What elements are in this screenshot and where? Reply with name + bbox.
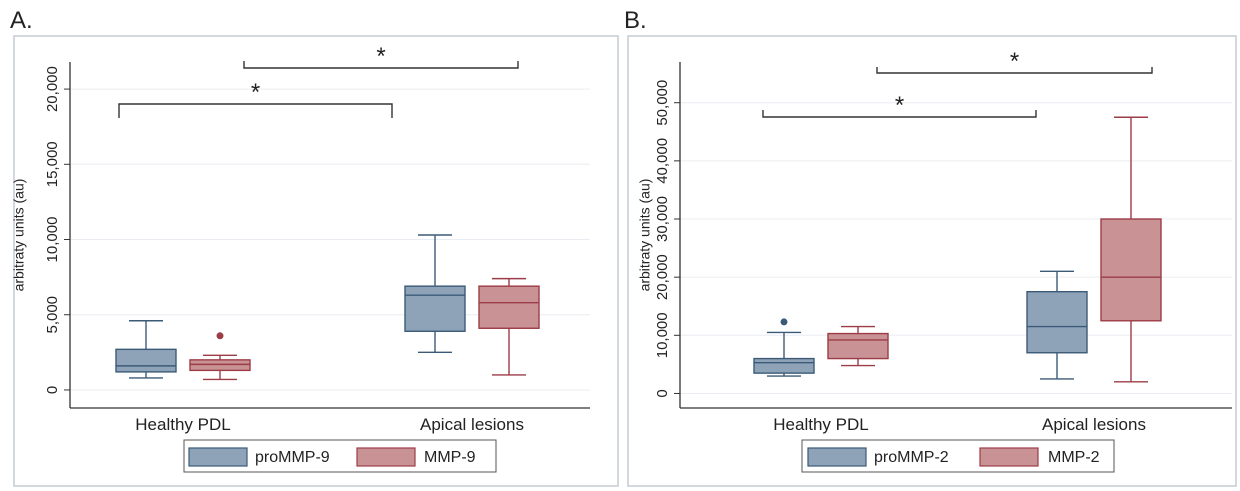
- box-mmp-2: [1100, 116, 1162, 383]
- panel-label: B.: [624, 7, 647, 34]
- legend-label: proMMP-2: [874, 449, 949, 466]
- significance-bracket: [876, 67, 1153, 74]
- y-tick-label: 0: [654, 389, 671, 397]
- box-prommp-2: [753, 318, 815, 377]
- y-tick-label: 10,000: [654, 312, 671, 358]
- significance-star: *: [251, 79, 260, 106]
- iqr-box: [115, 348, 177, 373]
- y-tick-label: 50,000: [654, 80, 671, 126]
- legend-swatch-prommp-9: [188, 447, 248, 467]
- legend-label: MMP-9: [424, 449, 476, 466]
- chart-panel-b: B. 0 10,000 20,000 30,000 40,000 50,000 arbitra…: [624, 7, 1237, 487]
- y-tick-label: 30,000: [654, 196, 671, 242]
- significance-bracket: [762, 110, 1037, 118]
- significance-star: *: [1010, 48, 1019, 75]
- x-category-label: Healthy PDL: [135, 415, 230, 434]
- iqr-box: [478, 285, 540, 329]
- outlier-point: [780, 318, 788, 326]
- y-axis-title: arbitraty units (au): [637, 179, 653, 292]
- legend-label: proMMP-9: [255, 449, 330, 466]
- y-tick-label: 10,000: [44, 217, 61, 263]
- box-prommp-9: [404, 234, 466, 354]
- box-prommp-9: [115, 320, 177, 379]
- chart-panel-a: A. 0 5,000 10,000 15,000 20,000 arbitraty unit…: [10, 7, 619, 487]
- box-mmp-9: [189, 332, 251, 381]
- y-tick-label: 40,000: [654, 138, 671, 184]
- significance-star: *: [376, 43, 385, 70]
- significance-bracket: [118, 103, 393, 118]
- x-category-label: Healthy PDL: [773, 415, 868, 434]
- x-category-label: Apical lesions: [1042, 415, 1146, 434]
- x-category-label: Apical lesions: [420, 415, 524, 434]
- iqr-box: [1026, 290, 1088, 354]
- box-prommp-2: [1026, 270, 1088, 380]
- significance-bracket: [243, 61, 519, 69]
- panel-label: A.: [10, 7, 33, 34]
- y-tick-label: 0: [44, 386, 61, 394]
- y-tick-label: 20,000: [654, 254, 671, 300]
- y-tick-label: 15,000: [44, 141, 61, 187]
- y-tick-label: 20,000: [44, 66, 61, 112]
- legend-swatch-mmp-9: [356, 447, 416, 467]
- iqr-box: [189, 359, 251, 372]
- legend-swatch-prommp-2: [807, 447, 867, 467]
- legend-label: MMP-2: [1048, 449, 1100, 466]
- outlier-point: [216, 332, 224, 340]
- iqr-box: [404, 285, 466, 332]
- box-mmp-2: [827, 325, 889, 367]
- iqr-box: [827, 332, 889, 360]
- y-axis-title: arbitraty units (au): [11, 179, 27, 292]
- significance-star: *: [895, 92, 904, 119]
- iqr-box: [1100, 218, 1162, 322]
- y-tick-label: 5,000: [44, 296, 61, 334]
- box-mmp-9: [478, 277, 540, 376]
- iqr-box: [753, 357, 815, 374]
- legend-swatch-mmp-2: [979, 447, 1039, 467]
